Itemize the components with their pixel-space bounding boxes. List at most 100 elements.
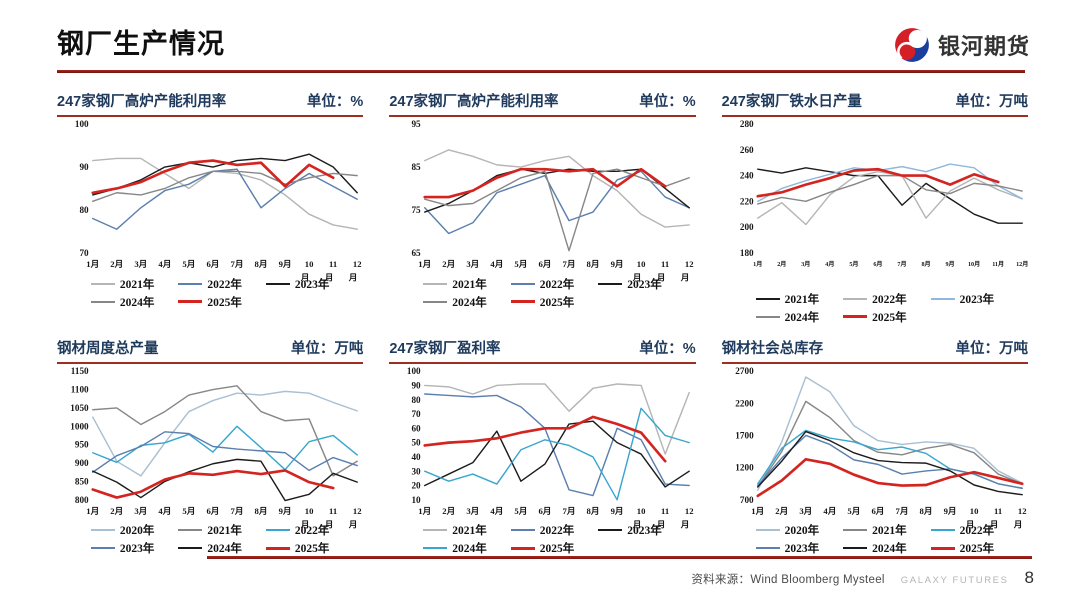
axis-label: 4月 — [823, 506, 836, 516]
chart-unit-label: 单位：万吨 — [955, 340, 1029, 357]
legend-item-2022年: 2022年 — [178, 276, 242, 292]
axis-label: 80 — [79, 205, 89, 215]
legend-item-2021年: 2021年 — [755, 291, 819, 307]
legend-label: 2021年 — [452, 278, 487, 291]
axis-label: 80 — [412, 394, 422, 404]
axis-label: 950 — [75, 439, 89, 449]
axis-label: 3月 — [134, 506, 147, 516]
axis-label: 12 — [353, 506, 362, 516]
chart-title-row: 钢材社会总库存 单位：万吨 — [721, 337, 1029, 364]
axis-label: 2月 — [443, 259, 456, 269]
line-chart-svg: 10 20 30 40 50 60 70 80 90 100 1月 2月 3月 4月 5月 6月 7月 8月 9月 1… — [407, 366, 694, 529]
chart-legend: 2020年 2021年 2022年 2023年 2024年 2025年 — [57, 522, 363, 556]
axis-label: 8月 — [255, 506, 268, 516]
legend-swatch — [90, 300, 115, 303]
legend-label: 2024年 — [784, 311, 820, 324]
legend-label: 2022年 — [539, 278, 575, 291]
series-line-2021年 — [424, 382, 691, 455]
axis-label: 12 — [685, 259, 694, 269]
series-line-2023年 — [92, 153, 358, 196]
chart-unit-label: 单位：% — [639, 340, 696, 357]
axis-label: 11 — [329, 259, 337, 269]
legend-swatch — [755, 547, 780, 550]
galaxy-logo-icon — [895, 28, 929, 62]
axis-label: 3月 — [134, 259, 147, 269]
axis-label: 月 — [1012, 519, 1022, 529]
axis-label: 6月 — [871, 506, 884, 516]
axis-label: 100 — [407, 366, 421, 376]
series-line-2021年 — [92, 384, 358, 477]
legend-item-2022年: 2022年 — [930, 522, 994, 538]
series-line-2025年 — [91, 159, 335, 195]
chart-plot: 800 850 900 950 1000 1050 1100 1150 1月 2月 3月 4月 5月 6月… — [57, 364, 363, 540]
legend-label: 2025年 — [539, 543, 575, 556]
legend-swatch — [598, 282, 623, 285]
axis-label: 75 — [412, 205, 422, 215]
chart-unit-label: 单位：% — [306, 94, 364, 110]
axis-label: 1月 — [86, 259, 99, 269]
legend-swatch — [265, 529, 290, 532]
axis-label: 6月 — [539, 506, 552, 516]
axis-label: 月 — [632, 519, 642, 529]
axis-label: 70 — [412, 409, 422, 419]
legend-swatch — [843, 547, 868, 550]
axis-label: 10 — [305, 259, 314, 269]
legend-item-2022年: 2022年 — [843, 291, 907, 307]
legend-swatch — [510, 529, 535, 532]
legend-swatch — [178, 282, 203, 285]
axis-label: 3月 — [799, 506, 812, 516]
line-chart-svg: 800 850 900 950 1000 1050 1100 1150 1月 2月 3月 4月 5月 6月… — [70, 366, 362, 529]
axis-label: 1050 — [70, 403, 89, 413]
legend-swatch — [843, 297, 868, 300]
axis-label: 260 — [740, 145, 754, 155]
legend-label: 2022年 — [539, 525, 575, 538]
axis-label: 4月 — [158, 506, 171, 516]
legend-swatch — [423, 529, 448, 532]
axis-label: 2200 — [735, 398, 754, 408]
axis-label: 20 — [412, 480, 422, 490]
legend-label: 2024年 — [452, 296, 487, 309]
galaxy-logo: 银河期货 — [893, 26, 1030, 64]
legend-swatch — [510, 282, 535, 285]
legend-item-2025年: 2025年 — [843, 309, 907, 325]
legend-swatch — [178, 300, 203, 304]
axis-label: 10 — [305, 506, 314, 516]
series-line-2024年 — [424, 407, 691, 501]
legend-swatch — [90, 529, 115, 532]
series-line-2021年 — [756, 400, 1023, 488]
legend-label: 2023年 — [627, 278, 662, 291]
axis-label: 10 — [637, 259, 646, 269]
axis-label: 2月 — [777, 260, 786, 268]
legend-item-2020年: 2020年 — [90, 522, 154, 538]
axis-label: 12 — [1018, 506, 1027, 516]
axis-label: 5月 — [515, 506, 528, 516]
legend-swatch — [598, 529, 623, 532]
legend-swatch — [423, 282, 448, 285]
legend-swatch — [930, 297, 955, 300]
axis-label: 9月 — [611, 506, 624, 516]
axis-label: 2700 — [735, 366, 754, 376]
axis-label: 3月 — [801, 260, 810, 268]
axis-label: 10月 — [968, 260, 980, 268]
series-line-2024年 — [92, 458, 358, 501]
axis-label: 6月 — [206, 506, 219, 516]
axis-label: 85 — [412, 162, 422, 172]
series-line-2024年 — [92, 170, 358, 203]
axis-label: 1月 — [419, 506, 432, 516]
axis-label: 12 — [353, 259, 362, 269]
chart-title: 247家钢厂高炉产能利用率 — [389, 94, 559, 110]
axis-label: 1月 — [751, 506, 764, 516]
series-line-2023年 — [424, 420, 691, 488]
legend-item-2024年: 2024年 — [90, 294, 154, 310]
legend-swatch — [843, 529, 868, 532]
axis-label: 11 — [661, 506, 669, 516]
chart-plot: 70 80 90 100 1月 2月 3月 4月 5月 6月 7月 8月 9月 10 月 11 月 12 月 — [57, 117, 363, 293]
series-line-2023年 — [92, 430, 358, 473]
axis-label: 11 — [329, 506, 337, 516]
axis-label: 9月 — [279, 506, 292, 516]
line-chart-svg: 180 200 220 240 260 280 1月 2月 3月 4月 5月 6月 7月 8月 9月 10月 1… — [740, 119, 1028, 268]
chart-title: 247家钢厂铁水日产量 — [721, 94, 862, 110]
legend-label: 2021年 — [872, 525, 907, 538]
series-line-2025年 — [756, 167, 1000, 198]
legend-label: 2022年 — [872, 293, 907, 306]
